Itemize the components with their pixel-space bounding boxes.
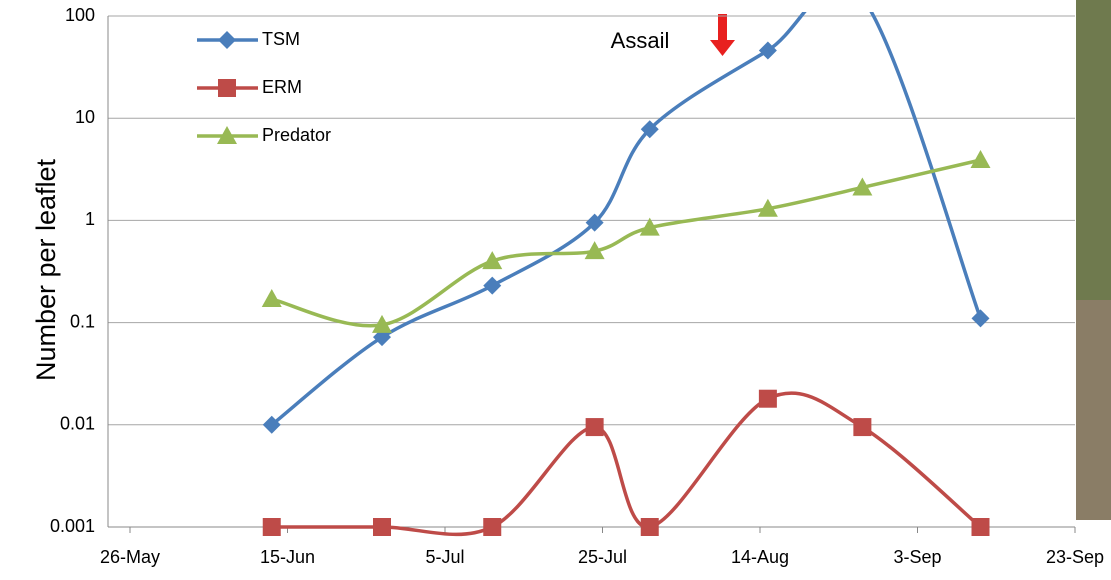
marker [373,518,391,536]
x-tick-label: 15-Jun [260,547,315,567]
legend-marker [218,79,236,97]
y-tick-label: 0.1 [70,311,95,331]
marker [586,418,604,436]
series [263,0,990,434]
x-tick-label: 26-May [100,547,160,567]
x-tick-label: 3-Sep [893,547,941,567]
chart: Number per leaflet Assail 0.001 0.01 0.1 1 1… [0,0,1111,580]
legend-label: ERM [262,77,302,97]
marker [483,277,501,295]
x-tick-label: 14-Aug [731,547,789,567]
marker [972,518,990,536]
marker [853,0,871,7]
marker [483,518,501,536]
legend-marker [218,31,236,49]
y-tick-label: 10 [75,107,95,127]
series [262,150,991,333]
legend-label: Predator [262,125,331,145]
marker [853,418,871,436]
line [272,0,981,425]
line [272,160,981,326]
y-axis-title: Number per leaflet [31,158,61,381]
annotation: Assail [611,28,670,53]
marker [262,289,282,307]
marker [971,150,991,168]
marker [759,390,777,408]
y-tick-label: 0.01 [60,414,95,434]
legend-label: TSM [262,29,300,49]
y-tick-label: 1 [85,209,95,229]
photo-ground [1076,300,1111,520]
series [263,390,990,536]
annotation-arrow [710,14,735,56]
marker [263,518,281,536]
y-tick-label: 100 [65,5,95,25]
x-tick-label: 5-Jul [425,547,464,567]
y-tick-label: 0.001 [50,516,95,536]
x-tick-label: 25-Jul [578,547,627,567]
marker [641,518,659,536]
marker [972,309,990,327]
line [272,393,981,534]
x-tick-label: 23-Sep [1046,547,1104,567]
